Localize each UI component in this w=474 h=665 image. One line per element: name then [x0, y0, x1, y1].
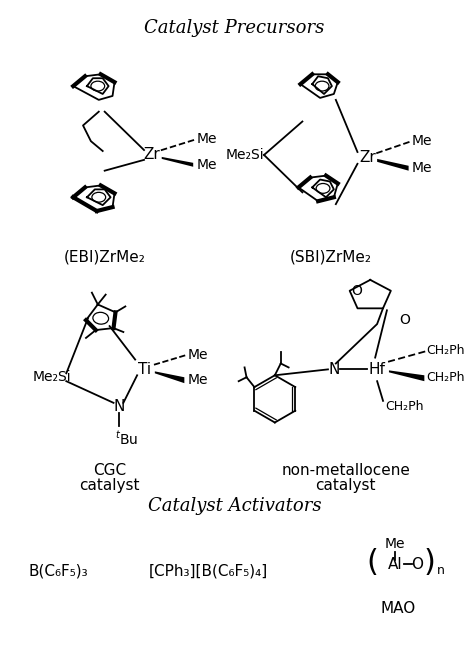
Text: CH₂Ph: CH₂Ph	[385, 400, 423, 413]
Text: N: N	[328, 362, 339, 377]
Text: Ti: Ti	[138, 362, 152, 377]
Text: Me: Me	[196, 158, 217, 172]
Text: Al: Al	[388, 557, 402, 572]
Text: Me: Me	[196, 132, 217, 146]
Text: $^t$Bu: $^t$Bu	[116, 430, 139, 447]
Text: n: n	[437, 563, 445, 577]
Text: Me: Me	[187, 373, 208, 387]
Text: O: O	[399, 313, 410, 327]
Text: Me: Me	[411, 134, 432, 148]
Text: O: O	[411, 557, 423, 572]
Text: ): )	[423, 548, 435, 577]
Text: B(C₆F₅)₃: B(C₆F₅)₃	[28, 563, 88, 579]
Polygon shape	[389, 370, 424, 381]
Text: Me: Me	[384, 537, 405, 551]
Text: non-metallocene: non-metallocene	[281, 463, 410, 478]
Text: catalyst: catalyst	[315, 477, 376, 493]
Polygon shape	[162, 157, 193, 167]
Text: (: (	[366, 548, 378, 577]
Text: Me₂Si: Me₂Si	[33, 370, 72, 384]
Text: Zr: Zr	[359, 150, 376, 166]
Text: CH₂Ph: CH₂Ph	[426, 371, 465, 384]
Text: (EBI)ZrMe₂: (EBI)ZrMe₂	[64, 249, 146, 265]
Text: N: N	[114, 399, 125, 414]
Text: CH₂Ph: CH₂Ph	[426, 344, 465, 357]
Polygon shape	[377, 159, 409, 171]
Text: Catalyst Activators: Catalyst Activators	[148, 497, 321, 515]
Text: Me: Me	[187, 348, 208, 362]
Text: MAO: MAO	[380, 600, 415, 616]
Text: Me₂Si: Me₂Si	[226, 148, 264, 162]
Text: Me: Me	[411, 161, 432, 175]
Text: catalyst: catalyst	[79, 477, 140, 493]
Text: Zr: Zr	[144, 148, 160, 162]
Text: (SBI)ZrMe₂: (SBI)ZrMe₂	[290, 249, 372, 265]
Text: O: O	[352, 284, 363, 298]
Text: [CPh₃][B(C₆F₅)₄]: [CPh₃][B(C₆F₅)₄]	[148, 563, 268, 579]
Text: Catalyst Precursors: Catalyst Precursors	[144, 19, 325, 37]
Polygon shape	[155, 371, 184, 383]
Text: CGC: CGC	[93, 463, 126, 478]
Text: Hf: Hf	[369, 362, 385, 377]
